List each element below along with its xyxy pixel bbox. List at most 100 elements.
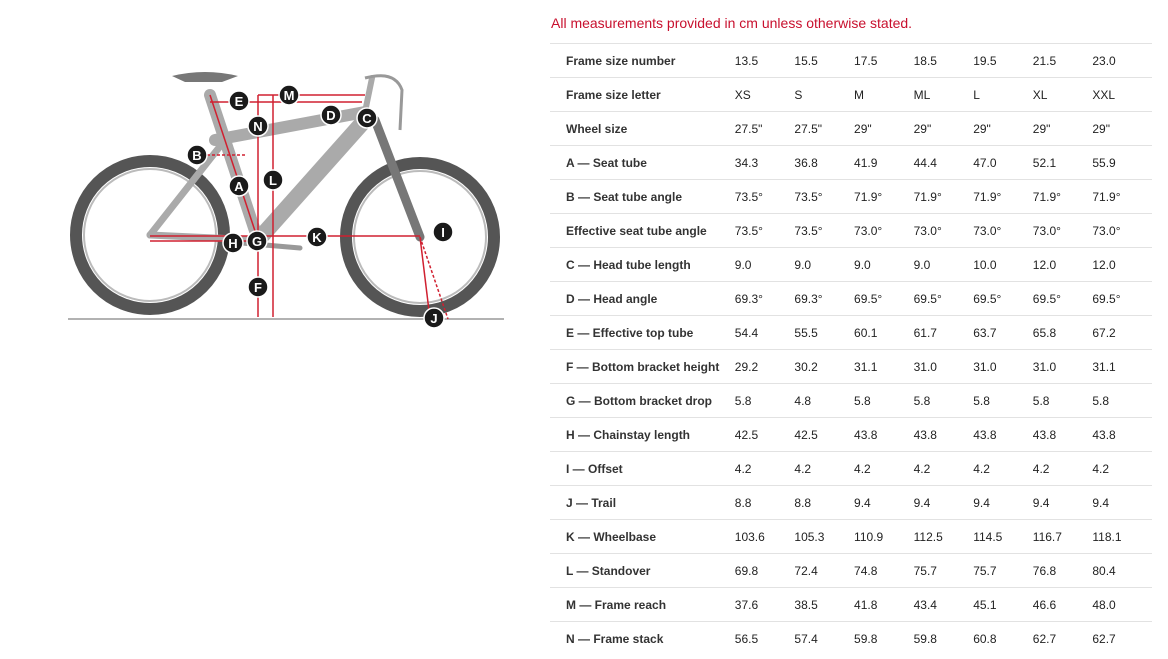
cell: 42.5 — [734, 417, 795, 452]
label-letter: G — [252, 234, 262, 249]
cell: XS — [734, 77, 795, 112]
cell: 38.5 — [794, 587, 855, 622]
table-row: I — Offset 4.2 4.2 4.2 4.2 4.2 4.2 4.2 — [550, 451, 1152, 486]
label-letter: E — [235, 94, 244, 109]
cell: 27.5" — [794, 111, 855, 146]
label-dot — [320, 104, 342, 126]
cell: 29" — [1092, 111, 1152, 146]
cell: 74.8 — [854, 553, 914, 588]
cell: 31.1 — [1092, 349, 1152, 384]
cell: 73.0° — [854, 213, 914, 248]
cell: 69.5° — [1032, 281, 1093, 316]
label-dot — [246, 230, 268, 252]
table-row: Frame size number 13.5 15.5 17.5 18.5 19.5 21.… — [550, 43, 1152, 78]
label-dot — [278, 84, 300, 106]
cell: 73.0° — [973, 213, 1033, 248]
label-dot — [228, 175, 250, 197]
label-letter: B — [192, 148, 201, 163]
cell: 69.5° — [973, 281, 1033, 316]
row-label: I — Offset — [550, 451, 735, 486]
table-row: N — Frame stack 56.5 57.4 59.8 59.8 60.8 62.7 6… — [550, 621, 1152, 655]
handlebar — [364, 74, 404, 131]
cell: 5.8 — [1092, 383, 1152, 418]
cell: 31.0 — [1032, 349, 1093, 384]
cell: 105.3 — [794, 519, 855, 554]
row-label: A — Seat tube — [550, 145, 735, 180]
cell: 69.3° — [734, 281, 795, 316]
row-label: C — Head tube length — [550, 247, 735, 282]
cell: 55.9 — [1092, 145, 1152, 180]
label-dot — [247, 115, 269, 137]
cell: 48.0 — [1092, 587, 1152, 622]
label-letter: I — [441, 225, 445, 240]
cell: 27.5" — [734, 111, 795, 146]
label-letter: H — [228, 236, 237, 251]
cell: 29" — [854, 111, 914, 146]
cell: M — [854, 77, 914, 112]
table-row: A — Seat tube 34.3 36.8 41.9 44.4 47.0 52.1 55.… — [550, 145, 1152, 180]
cell: 43.8 — [1032, 417, 1093, 452]
cell: 71.9° — [973, 179, 1033, 214]
table-row: K — Wheelbase 103.6 105.3 110.9 112.5 114.5 11… — [550, 519, 1152, 554]
table-row: M — Frame reach 37.6 38.5 41.8 43.4 45.1 46.6 4… — [550, 587, 1152, 622]
cell: 73.5° — [794, 213, 855, 248]
table-row: B — Seat tube angle 73.5° 73.5° 71.9° 71.9° 7… — [550, 179, 1152, 214]
cell: 17.5 — [854, 43, 914, 78]
table-row: Effective seat tube angle 73.5° 73.5° 73.0°… — [550, 213, 1152, 248]
cell: 60.1 — [854, 315, 914, 350]
label-dot — [356, 107, 378, 129]
row-label: J — Trail — [550, 485, 735, 520]
cell: 31.0 — [913, 349, 974, 384]
cell: 5.8 — [734, 383, 795, 418]
cell: 56.5 — [734, 621, 795, 655]
cell: 9.0 — [913, 247, 974, 282]
cell: 71.9° — [1032, 179, 1093, 214]
cell: 69.5° — [1092, 281, 1152, 316]
cell: 42.5 — [794, 417, 855, 452]
cell: 5.8 — [973, 383, 1033, 418]
cell: 9.4 — [1092, 485, 1152, 520]
label-dot — [222, 232, 244, 254]
cell: 46.6 — [1032, 587, 1093, 622]
row-label: L — Standover — [550, 553, 735, 588]
cell: 29" — [913, 111, 974, 146]
cell: 4.2 — [913, 451, 974, 486]
row-label: Effective seat tube angle — [550, 213, 735, 248]
cell: 4.2 — [734, 451, 795, 486]
cell: 12.0 — [1032, 247, 1093, 282]
cell: 43.8 — [913, 417, 974, 452]
cell: 36.8 — [794, 145, 855, 180]
row-label: B — Seat tube angle — [550, 179, 735, 214]
label-letter: J — [430, 311, 437, 326]
cell: 29" — [1032, 111, 1093, 146]
cell: 118.1 — [1092, 519, 1152, 554]
cell: 4.2 — [854, 451, 914, 486]
cell: 80.4 — [1092, 553, 1152, 588]
table-row: C — Head tube length 9.0 9.0 9.0 9.0 10.0 12.0… — [550, 247, 1152, 282]
cell: 57.4 — [794, 621, 855, 655]
row-label: Frame size letter — [550, 77, 735, 112]
cell: 43.8 — [854, 417, 914, 452]
cell: 9.4 — [854, 485, 914, 520]
cell: 9.0 — [734, 247, 795, 282]
table-row: H — Chainstay length 42.5 42.5 43.8 43.8 43.8… — [550, 417, 1152, 452]
cell: 34.3 — [734, 145, 795, 180]
cell: 65.8 — [1032, 315, 1093, 350]
label-letter: F — [254, 280, 262, 295]
cell: 43.8 — [973, 417, 1033, 452]
table-row: Wheel size 27.5" 27.5" 29" 29" 29" 29" 29" — [550, 111, 1152, 146]
cell: 112.5 — [913, 519, 974, 554]
wheels — [70, 155, 500, 317]
cell: 41.8 — [854, 587, 914, 622]
cell: 4.2 — [1092, 451, 1152, 486]
cell: 9.4 — [913, 485, 974, 520]
saddle — [172, 72, 238, 82]
row-label: H — Chainstay length — [550, 417, 735, 452]
cell: XL — [1032, 77, 1093, 112]
label-dot — [306, 226, 328, 248]
cell: 72.4 — [794, 553, 855, 588]
cell: 54.4 — [734, 315, 795, 350]
cell: 12.0 — [1092, 247, 1152, 282]
cell: 71.9° — [1092, 179, 1152, 214]
